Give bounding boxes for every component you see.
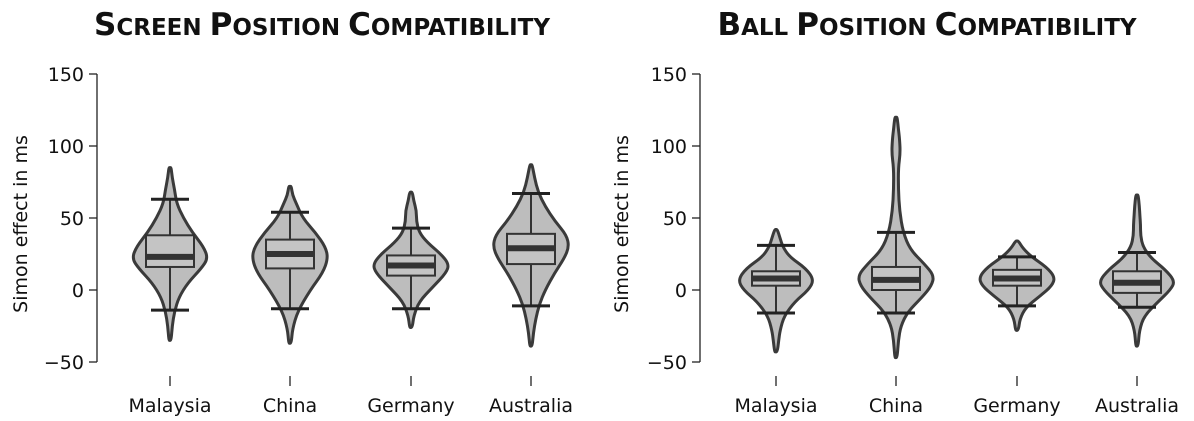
y-tick-label: 100: [48, 136, 84, 158]
violin-malaysia: [131, 166, 209, 342]
x-tick-label: Malaysia: [128, 395, 211, 417]
y-tick-label: 100: [651, 136, 687, 158]
chart-title-part: OMPATIBILITY: [371, 15, 550, 41]
violin-malaysia: [738, 228, 814, 354]
chart-title-part: ALL: [741, 15, 796, 41]
violin-australia: [1099, 193, 1175, 348]
y-tick-label: 0: [675, 280, 687, 302]
chart-title-part: OSITION: [232, 15, 348, 41]
chart-panel-2: BALL POSITION COMPATIBILITY −50 0 50 100 150 S…: [611, 7, 1179, 417]
chart-title-part: OSITION: [819, 15, 935, 41]
y-tick-label: −50: [647, 352, 687, 374]
y-tick-label: 0: [72, 280, 84, 302]
violin-germany: [978, 239, 1056, 332]
y-tick-label: 150: [48, 64, 84, 86]
violin-china: [857, 115, 935, 360]
chart-title-part: P: [210, 7, 233, 43]
y-tick-label: 50: [60, 208, 84, 230]
chart-title: SCREEN POSITION COMPATIBILITY: [94, 7, 550, 43]
x-tick-label: Australia: [489, 395, 573, 417]
iqr-box: [145, 234, 195, 268]
y-axis-label: Simon effect in ms: [10, 135, 32, 313]
y-tick-label: −50: [44, 352, 84, 374]
chart-panel-1: SCREEN POSITION COMPATIBILITY −50 0 50 100 15…: [10, 7, 573, 417]
chart-title: BALL POSITION COMPATIBILITY: [717, 7, 1136, 43]
chart-title-part: P: [796, 7, 819, 43]
chart-title-part: B: [717, 7, 741, 43]
x-tick-label: Australia: [1095, 395, 1179, 417]
chart-title-part: C: [348, 7, 371, 43]
y-tick-label: 150: [651, 64, 687, 86]
x-tick-label: China: [869, 395, 923, 417]
chart-title-part: S: [94, 7, 116, 43]
chart-title-part: CREEN: [116, 15, 209, 41]
violin-china: [251, 184, 329, 345]
x-tick-label: Germany: [973, 395, 1060, 417]
chart-title-part: C: [935, 7, 958, 43]
violin-australia: [492, 163, 570, 348]
chart-title-part: OMPATIBILITY: [957, 15, 1136, 41]
x-tick-label: Germany: [367, 395, 454, 417]
y-tick-label: 50: [663, 208, 687, 230]
x-tick-label: Malaysia: [734, 395, 817, 417]
violin-germany: [372, 190, 450, 329]
x-tick-label: China: [263, 395, 317, 417]
y-axis-label: Simon effect in ms: [611, 135, 633, 313]
